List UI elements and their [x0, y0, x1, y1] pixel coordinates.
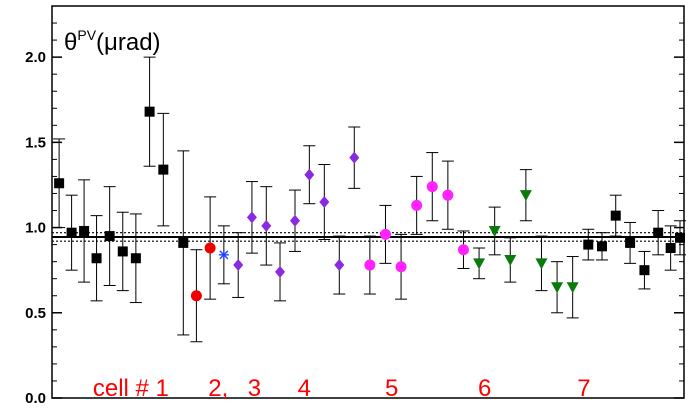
- plot-frame: [52, 6, 684, 398]
- cell-label: 4: [298, 375, 311, 402]
- data-point-square: [131, 253, 141, 263]
- y-tick-label: 0.0: [25, 390, 46, 405]
- data-point-square: [105, 231, 115, 241]
- data-point-diamond: [290, 215, 300, 227]
- series-cell-1: [53, 57, 189, 335]
- series-cell-6: [473, 170, 579, 318]
- y-tick-label: 1.0: [25, 220, 46, 237]
- data-point-circle: [442, 190, 453, 201]
- data-point-diamond: [349, 152, 359, 164]
- data-point-diamond: [334, 259, 344, 271]
- series-cell-7: [582, 195, 686, 289]
- title-unit: (μrad): [96, 29, 161, 56]
- data-point-circle: [205, 243, 216, 254]
- data-point-square: [597, 241, 607, 251]
- data-point-square: [118, 246, 128, 256]
- data-point-triangle: [567, 282, 579, 293]
- data-point-triangle: [489, 226, 501, 237]
- series-cell-5: [364, 153, 470, 300]
- y-tick-label: 2.0: [25, 49, 46, 66]
- data-point-circle: [380, 229, 391, 240]
- data-point-square: [178, 238, 188, 248]
- cell-label: cell # 1: [93, 375, 169, 402]
- data-point-circle: [427, 181, 438, 192]
- data-point-square: [611, 211, 621, 221]
- title-base: θ: [64, 29, 77, 56]
- data-point-square: [79, 226, 89, 236]
- axes-group: [52, 6, 684, 398]
- data-point-square: [54, 178, 64, 188]
- cell-label: 2,: [208, 375, 228, 402]
- cell-label: 7: [577, 375, 590, 402]
- data-point-square: [67, 228, 77, 238]
- data-point-square: [145, 107, 155, 117]
- data-point-square: [639, 265, 649, 275]
- data-point-circle: [411, 200, 422, 211]
- data-point-triangle: [504, 255, 516, 266]
- data-point-circle: [364, 260, 375, 271]
- series-cell-2: [190, 197, 216, 342]
- y-tick-label: 1.5: [25, 134, 46, 151]
- data-point-diamond: [261, 220, 271, 232]
- plot-title: θPV(μrad): [64, 27, 161, 56]
- data-point-triangle: [535, 258, 547, 269]
- cell-label: 6: [478, 375, 491, 402]
- data-point-square: [653, 228, 663, 238]
- series-cell-4: [232, 127, 360, 301]
- data-point-diamond: [247, 211, 257, 223]
- data-point-diamond: [233, 259, 243, 271]
- title-superscript: PV: [77, 27, 96, 43]
- data-point-circle: [396, 261, 407, 272]
- data-point-circle: [458, 244, 469, 255]
- series-cell-3: [218, 226, 230, 284]
- data-point-square: [92, 253, 102, 263]
- data-point-diamond: [319, 196, 329, 208]
- data-point-triangle: [473, 258, 485, 269]
- cell-label: 5: [385, 375, 398, 402]
- y-axis-ticks: 0.0 0.5 1.0 1.5 2.0: [25, 23, 684, 405]
- data-point-triangle: [551, 282, 563, 293]
- data-point-square: [666, 243, 676, 253]
- data-point-asterisk: [219, 250, 229, 260]
- data-point-diamond: [304, 169, 314, 181]
- data-point-square: [158, 165, 168, 175]
- y-tick-label: 0.5: [25, 305, 46, 322]
- data-point-triangle: [520, 190, 532, 201]
- data-point-square: [583, 240, 593, 250]
- cell-label: 3: [248, 375, 261, 402]
- data-point-square: [625, 238, 635, 248]
- data-point-circle: [191, 290, 202, 301]
- data-points-group: [53, 57, 686, 342]
- data-point-diamond: [275, 266, 285, 278]
